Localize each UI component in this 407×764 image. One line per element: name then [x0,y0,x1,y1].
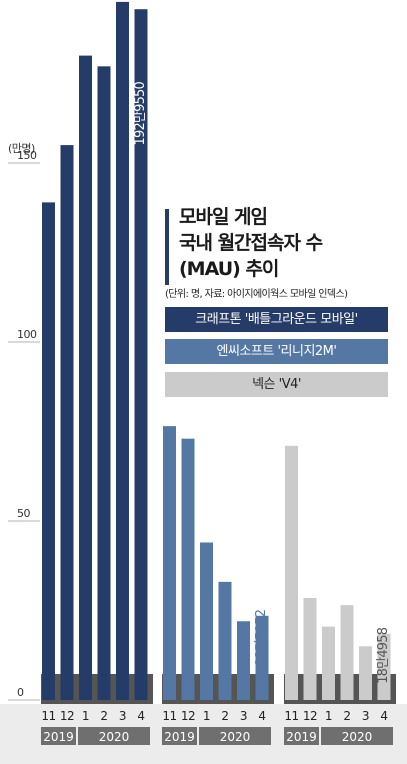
year-label-bg [41,727,76,745]
x-tick-label: 12 [60,709,74,723]
x-tick-label: 1 [203,709,210,723]
year-label: 2019 [43,730,74,744]
year-label: 2019 [164,730,195,744]
year-label-bg [284,727,319,745]
y-axis-unit-label: (만명) [8,142,35,155]
bar [218,581,232,700]
year-label: 2020 [220,730,251,744]
x-tick-label: 12 [181,709,195,723]
x-tick-label: 12 [303,709,317,723]
bar [255,615,269,700]
bar [303,597,317,700]
x-tick-label: 3 [362,709,369,723]
bar [97,66,111,701]
bar [200,542,213,700]
bar [285,445,298,700]
bar [237,621,250,700]
legend-item-pubg-mobile: 크래프톤 '배틀그라운드 모바일' [165,307,388,332]
x-tick-label: 1 [82,709,89,723]
bar [79,55,92,701]
bar [340,605,354,700]
x-tick-label: 4 [380,709,387,723]
bar [359,646,372,700]
x-tick-label: 2 [100,709,107,723]
x-tick-label: 3 [119,709,126,723]
chart-subtitle: (단위: 명, 자료: 아이지에이웍스 모바일 인덱스) [165,289,348,300]
bar [134,9,148,701]
bar [60,145,74,701]
y-tick-label: 50 [17,507,30,520]
y-tick-label: 150 [17,149,37,162]
x-tick-label: 4 [137,709,144,723]
x-tick-label: 11 [41,709,55,723]
group-base-strip [162,674,274,704]
year-label-bg [78,727,150,745]
x-tick-label: 3 [240,709,247,723]
year-label-bg [321,727,393,745]
y-tick-label: 0 [17,686,24,699]
group-base-strip [41,674,153,704]
group-base-strip [284,674,396,704]
bar [322,626,335,700]
bar [181,438,195,700]
x-tick-label: 11 [162,709,176,723]
chart-title-line-3: (MAU) 추이 [179,258,279,280]
year-label: 2019 [286,730,317,744]
x-tick-label: 11 [284,709,298,723]
legend-item-lineage2m: 엔씨소프트 '리니지2M' [165,339,388,364]
x-tick-label: 2 [343,709,350,723]
bar [116,1,129,700]
year-label-bg [162,727,197,745]
legend-item-v4: 넥슨 'V4' [165,372,388,397]
bar [42,202,55,700]
bar [163,426,176,700]
value-annotation: 192만9550 [133,81,148,145]
value-annotation: 23만5152 [254,610,269,666]
x-tick-label: 1 [325,709,332,723]
year-label: 2020 [342,730,373,744]
value-annotation: 18만4958 [376,627,391,684]
title-accent-bar [165,209,169,285]
x-tick-label: 4 [258,709,265,723]
bar [377,633,391,700]
chart-title-line-1: 모바일 게임 [179,206,268,228]
chart-title-line-2: 국내 월간접속자 수 [179,232,323,254]
y-tick-label: 100 [17,328,37,341]
year-label-bg [199,727,271,745]
x-tick-label: 2 [221,709,228,723]
year-label: 2020 [99,730,130,744]
